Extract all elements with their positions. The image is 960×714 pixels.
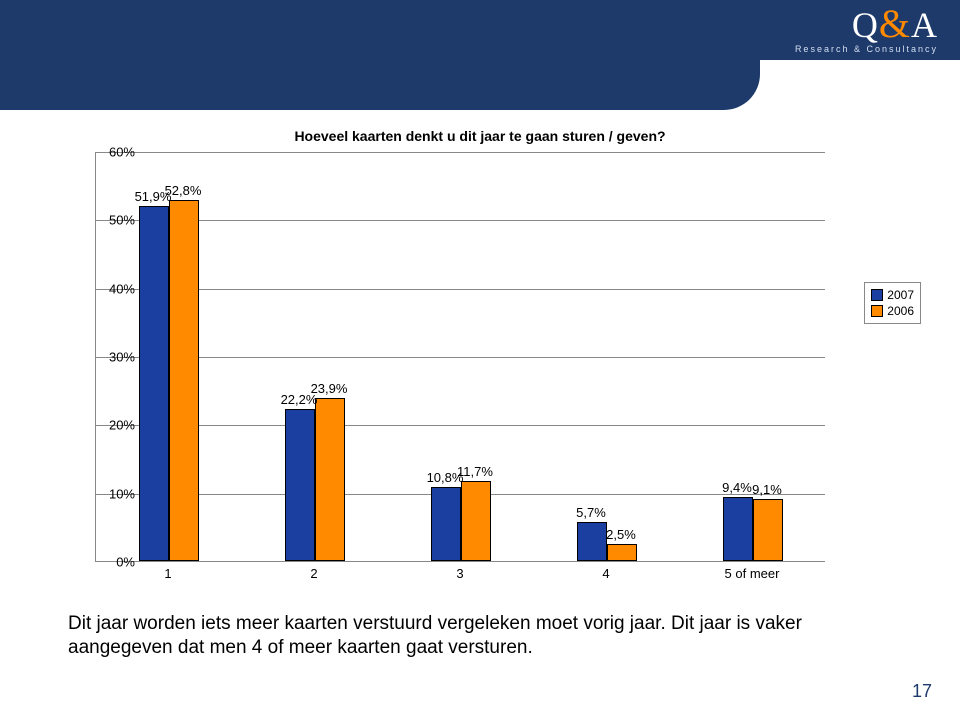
bar-2006-5 of meer: [753, 499, 783, 561]
x-axis-tick-label: 5 of meer: [725, 566, 780, 581]
legend-label: 2007: [887, 287, 914, 303]
bar-2006-3: [461, 481, 491, 561]
x-axis-tick-label: 1: [164, 566, 171, 581]
chart-area: 20072006 0%10%20%30%40%50%60%51,9%52,8%1…: [50, 152, 875, 562]
y-axis-tick-label: 30%: [95, 350, 135, 365]
brand-logo: Q&A Research & Consultancy: [795, 4, 938, 54]
logo-amp: &: [879, 1, 911, 46]
bar-2007-1: [139, 206, 169, 561]
bar-2007-3: [431, 487, 461, 561]
chart-plot: [95, 152, 825, 562]
logo-a: A: [911, 5, 938, 45]
gridline: [96, 289, 825, 290]
bar-value-label: 5,7%: [576, 505, 606, 520]
logo-q: Q: [852, 5, 879, 45]
bar-2006-2: [315, 398, 345, 561]
gridline: [96, 425, 825, 426]
legend-swatch: [871, 305, 883, 317]
x-axis-tick-label: 4: [602, 566, 609, 581]
bar-2007-4: [577, 522, 607, 561]
y-axis-tick-label: 40%: [95, 281, 135, 296]
header-tab-shape: [0, 60, 760, 110]
bar-2007-5 of meer: [723, 497, 753, 561]
logo-text: Q&A: [795, 4, 938, 44]
gridline: [96, 357, 825, 358]
bar-value-label: 11,7%: [457, 464, 493, 479]
x-axis-tick-label: 2: [310, 566, 317, 581]
header-band: Q&A Research & Consultancy: [0, 0, 960, 60]
y-axis-tick-label: 20%: [95, 418, 135, 433]
bar-value-label: 9,1%: [752, 482, 782, 497]
bar-value-label: 23,9%: [311, 381, 348, 396]
chart-legend: 20072006: [864, 282, 921, 324]
chart-title: Hoeveel kaarten denkt u dit jaar te gaan…: [0, 128, 960, 144]
legend-swatch: [871, 289, 883, 301]
bar-value-label: 2,5%: [606, 527, 636, 542]
body-text: Dit jaar worden iets meer kaarten verstu…: [68, 612, 848, 660]
y-axis-tick-label: 60%: [95, 145, 135, 160]
logo-subtitle: Research & Consultancy: [795, 44, 938, 54]
bar-value-label: 52,8%: [165, 183, 202, 198]
bar-2006-4: [607, 544, 637, 561]
bar-2007-2: [285, 409, 315, 561]
bar-2006-1: [169, 200, 199, 561]
bar-value-label: 9,4%: [722, 480, 752, 495]
legend-item: 2007: [871, 287, 914, 303]
x-axis-tick-label: 3: [456, 566, 463, 581]
legend-item: 2006: [871, 303, 914, 319]
y-axis-tick-label: 10%: [95, 486, 135, 501]
y-axis-tick-label: 50%: [95, 213, 135, 228]
y-axis-tick-label: 0%: [95, 555, 135, 570]
page-number: 17: [912, 681, 932, 702]
gridline: [96, 220, 825, 221]
gridline: [96, 152, 825, 153]
legend-label: 2006: [887, 303, 914, 319]
